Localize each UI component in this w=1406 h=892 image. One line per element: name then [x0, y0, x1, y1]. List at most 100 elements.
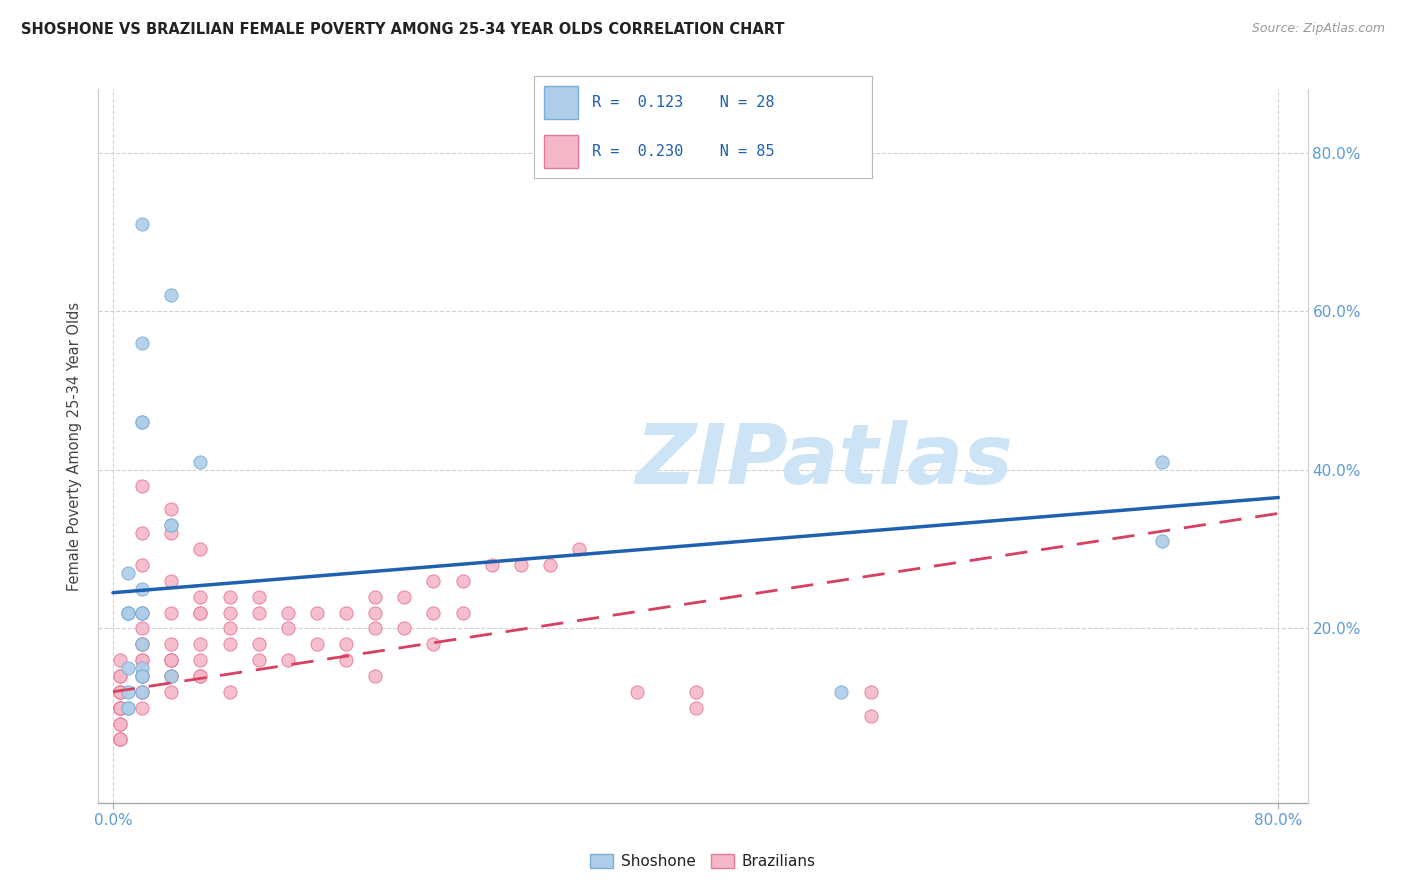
Point [218, 637, 240, 651]
Point [859, 685, 882, 699]
Point [190, 455, 212, 469]
Point [131, 669, 153, 683]
FancyBboxPatch shape [544, 136, 578, 168]
Point [451, 574, 474, 588]
Point [247, 590, 270, 604]
Point [190, 637, 212, 651]
Point [364, 606, 387, 620]
Point [131, 335, 153, 350]
Point [110, 716, 132, 731]
Point [160, 637, 183, 651]
Point [131, 661, 153, 675]
Point [110, 669, 132, 683]
Point [131, 415, 153, 429]
Point [131, 653, 153, 667]
Point [1150, 455, 1173, 469]
Point [160, 685, 183, 699]
Point [190, 606, 212, 620]
Point [131, 653, 153, 667]
Point [305, 606, 328, 620]
Text: R =  0.230    N = 85: R = 0.230 N = 85 [592, 145, 775, 160]
Point [160, 669, 183, 683]
Point [110, 653, 132, 667]
Point [247, 637, 270, 651]
Point [364, 621, 387, 635]
Point [422, 606, 444, 620]
FancyBboxPatch shape [544, 87, 578, 119]
Point [160, 518, 183, 533]
Point [110, 700, 132, 714]
Point [538, 558, 561, 572]
Point [218, 606, 240, 620]
Point [160, 653, 183, 667]
Point [131, 685, 153, 699]
Point [190, 669, 212, 683]
Point [110, 700, 132, 714]
Point [110, 732, 132, 747]
Point [131, 669, 153, 683]
Point [277, 653, 299, 667]
Point [218, 590, 240, 604]
Point [305, 637, 328, 651]
Point [117, 685, 139, 699]
Point [394, 590, 416, 604]
Point [364, 590, 387, 604]
Point [247, 606, 270, 620]
Legend: Shoshone, Brazilians: Shoshone, Brazilians [585, 848, 821, 875]
Point [131, 685, 153, 699]
Point [131, 685, 153, 699]
Point [160, 653, 183, 667]
Point [190, 542, 212, 557]
Point [131, 478, 153, 492]
Point [859, 708, 882, 723]
Point [131, 606, 153, 620]
Point [131, 669, 153, 683]
Point [335, 606, 357, 620]
Point [830, 685, 852, 699]
Point [131, 637, 153, 651]
Point [110, 669, 132, 683]
Point [117, 606, 139, 620]
Point [1150, 534, 1173, 549]
Point [160, 518, 183, 533]
Point [160, 606, 183, 620]
Point [335, 637, 357, 651]
Text: ZIPatlas: ZIPatlas [636, 420, 1012, 500]
Point [190, 669, 212, 683]
Point [218, 685, 240, 699]
Point [131, 637, 153, 651]
Point [626, 685, 648, 699]
Point [117, 661, 139, 675]
Point [117, 606, 139, 620]
Point [110, 700, 132, 714]
Text: SHOSHONE VS BRAZILIAN FEMALE POVERTY AMONG 25-34 YEAR OLDS CORRELATION CHART: SHOSHONE VS BRAZILIAN FEMALE POVERTY AMO… [21, 22, 785, 37]
Point [422, 574, 444, 588]
Text: Source: ZipAtlas.com: Source: ZipAtlas.com [1251, 22, 1385, 36]
Point [131, 415, 153, 429]
Point [131, 621, 153, 635]
Point [131, 700, 153, 714]
Point [422, 637, 444, 651]
Point [117, 606, 139, 620]
Point [160, 574, 183, 588]
Point [218, 621, 240, 635]
Point [160, 288, 183, 302]
Text: R =  0.123    N = 28: R = 0.123 N = 28 [592, 95, 775, 110]
Point [131, 582, 153, 596]
Point [509, 558, 531, 572]
Point [335, 653, 357, 667]
Point [110, 685, 132, 699]
Point [685, 700, 707, 714]
Point [117, 566, 139, 580]
Point [160, 526, 183, 541]
Point [117, 700, 139, 714]
Point [685, 685, 707, 699]
Point [364, 669, 387, 683]
Point [110, 732, 132, 747]
Point [190, 606, 212, 620]
Point [131, 606, 153, 620]
Point [190, 653, 212, 667]
Point [451, 606, 474, 620]
Point [277, 621, 299, 635]
Point [131, 526, 153, 541]
